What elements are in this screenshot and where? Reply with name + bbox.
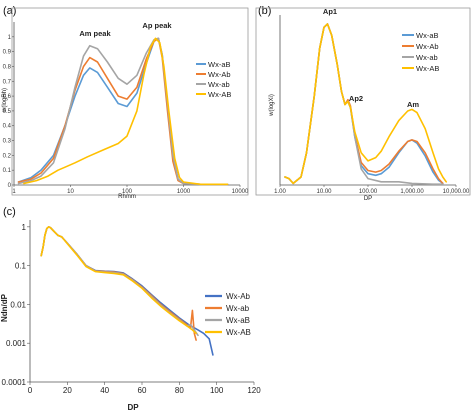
panel-a-legend: Wx-aB Wx-Ab Wx-ab Wx-AB <box>196 60 231 99</box>
panel-b-x-label: DP <box>364 196 372 202</box>
panel-b-am-label: Am <box>407 100 419 109</box>
panel-c-y-ticks: 1 0.1 0.01 0.001 0.0001 <box>2 223 30 387</box>
panel-a-x-tick-label: 10000 <box>232 189 249 195</box>
panel-c-x-tick-label: 120 <box>247 386 261 395</box>
panel-b-x-tick-label: 100.00 <box>359 189 378 195</box>
panel-a-x-tick-label: 1000 <box>177 189 191 195</box>
panel-c-y-tick-label: 0.0001 <box>2 378 27 387</box>
panel-c-x-tick-label: 60 <box>138 386 147 395</box>
panel-a-series-line <box>23 37 229 186</box>
panel-b-series <box>284 23 447 185</box>
panel-b-legend-item: Wx-ab <box>416 53 438 62</box>
panel-c-series-line <box>40 226 199 337</box>
panel-a-y-tick-label: 0 <box>8 183 12 189</box>
panel-b-x-tick-label: 1.00 <box>274 189 286 195</box>
panel-b-frame <box>255 7 471 196</box>
panel-a-legend-item: Wx-aB <box>208 60 231 69</box>
panel-b-x-tick-label: 1,000.00 <box>400 189 424 195</box>
panel-c-y-tick-label: 0.01 <box>10 300 26 309</box>
panel-c-series <box>40 226 214 356</box>
panel-b-y-label: w(logXi) <box>269 94 275 117</box>
panel-b: (b) DP w(logXi) 1.00 10.00 100.00 1,000.00 1… <box>255 5 471 202</box>
panel-a: (a) Rh/nm w(logRh) 1 10 100 1000 10000 00.10… <box>2 5 249 200</box>
panel-b-x-tick-label: 10,000.00 <box>443 189 470 195</box>
panel-a-y-tick-label: 0.8 <box>3 64 12 70</box>
panel-c-legend-item: Wx-ab <box>226 304 250 313</box>
panel-a-series <box>17 37 229 186</box>
panel-a-frame <box>11 7 249 196</box>
panel-c-legend: Wx-Ab Wx-ab Wx-aB Wx-AB <box>205 292 251 337</box>
panel-c-x-tick-label: 80 <box>175 386 184 395</box>
panel-c-x-tick-label: 0 <box>28 386 33 395</box>
panel-c-x-ticks: 0 20 40 60 80 100 120 <box>28 382 261 395</box>
panel-b-x-ticks: 1.00 10.00 100.00 1,000.00 10,000.00 <box>274 185 470 195</box>
panel-a-x-tick-label: 10 <box>67 189 74 195</box>
panel-c: (c) DP Ndn/dP 0 20 40 60 80 100 120 1 0.1 0.01 0.… <box>0 206 261 412</box>
panel-b-ap1-label: Ap1 <box>323 7 337 16</box>
panel-a-x-label: Rh/nm <box>118 194 136 200</box>
panel-c-x-label: DP <box>127 403 139 412</box>
panel-b-legend: Wx-aB Wx-Ab Wx-ab Wx-AB <box>402 31 439 73</box>
panel-a-y-tick-label: 0.2 <box>3 153 12 159</box>
panel-a-x-tick-label: 1 <box>12 189 16 195</box>
panel-a-y-ticks: 0 0.1 0.2 0.3 0.4 0.5 0.6 0.7 0.8 0.9 1 <box>3 35 14 189</box>
panel-c-legend-item: Wx-aB <box>226 316 250 325</box>
panel-a-am-peak-label: Am peak <box>79 29 111 38</box>
panel-a-y-tick-label: 0.6 <box>3 94 12 100</box>
panel-c-legend-item: Wx-Ab <box>226 292 251 301</box>
panel-a-ap-peak-label: Ap peak <box>142 21 172 30</box>
panel-b-legend-item: Wx-Ab <box>416 42 439 51</box>
panel-a-label: (a) <box>3 5 16 17</box>
panel-c-legend-item: Wx-AB <box>226 328 251 337</box>
panel-c-y-tick-label: 0.1 <box>15 262 27 271</box>
panel-c-series-line <box>40 226 214 356</box>
panel-a-y-tick-label: 0.7 <box>3 79 12 85</box>
panel-a-legend-item: Wx-AB <box>208 90 231 99</box>
panel-b-legend-item: Wx-aB <box>416 31 439 40</box>
panel-a-series-line <box>17 37 229 186</box>
panel-a-y-label: w(logRh) <box>2 88 8 113</box>
panel-a-y-tick-label: 1 <box>8 35 12 41</box>
panel-c-series-line <box>40 226 197 335</box>
panel-c-x-tick-label: 100 <box>210 386 224 395</box>
panel-a-series-line <box>17 37 229 186</box>
panel-a-y-tick-label: 0.9 <box>3 50 12 56</box>
panel-b-series-line <box>284 23 447 185</box>
panel-b-legend-item: Wx-AB <box>416 64 439 73</box>
panel-a-y-tick-label: 0.5 <box>3 109 12 115</box>
panel-b-label: (b) <box>258 5 271 17</box>
panel-a-legend-item: Wx-ab <box>208 80 230 89</box>
panel-a-x-ticks: 1 10 100 1000 10000 <box>12 185 249 195</box>
panel-a-x-tick-label: 100 <box>122 189 133 195</box>
panel-a-legend-item: Wx-Ab <box>208 70 231 79</box>
panel-c-series-line <box>40 226 197 341</box>
panel-c-y-tick-label: 1 <box>22 223 27 232</box>
panel-c-label: (c) <box>3 206 16 218</box>
panel-a-y-tick-label: 0.3 <box>3 139 12 145</box>
panel-c-x-tick-label: 20 <box>63 386 72 395</box>
panel-b-ap2-label: Ap2 <box>349 94 363 103</box>
panel-c-y-tick-label: 0.001 <box>6 339 27 348</box>
panel-c-x-tick-label: 40 <box>100 386 109 395</box>
panel-b-x-tick-label: 10.00 <box>316 189 332 195</box>
panel-c-y-label: Ndn/dP <box>0 293 9 322</box>
panel-a-y-tick-label: 0.4 <box>3 124 12 130</box>
panel-a-y-tick-label: 0.1 <box>3 168 12 174</box>
